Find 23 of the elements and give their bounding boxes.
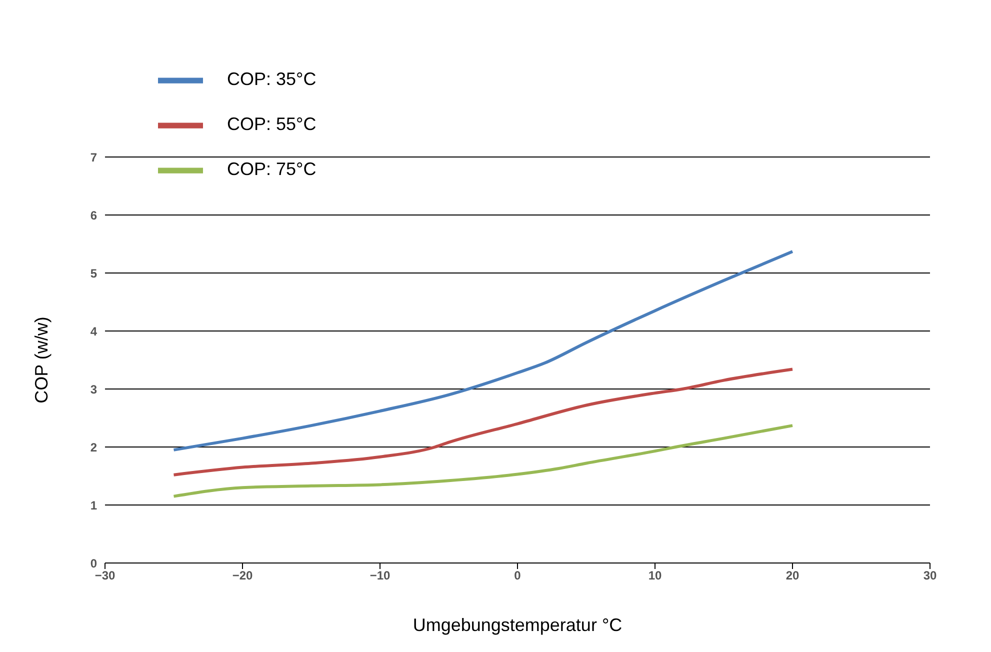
x-tick-label: 0 xyxy=(514,568,522,583)
y-tick-label: 6 xyxy=(90,208,98,222)
x-tick-label: −10 xyxy=(370,568,390,583)
line-series xyxy=(172,250,794,452)
x-tick-label: −30 xyxy=(94,568,116,583)
line-series xyxy=(172,424,794,498)
x-tick-label: 10 xyxy=(648,568,662,583)
y-tick-label: 4 xyxy=(90,324,98,338)
y-tick-label: 7 xyxy=(90,150,98,164)
y-tick-label: 2 xyxy=(90,440,98,454)
legend-label: COP: 55°C xyxy=(227,114,316,134)
legend-label: COP: 75°C xyxy=(227,159,316,180)
y-tick-label: 0 xyxy=(90,556,98,570)
y-tick-label: 3 xyxy=(90,382,98,396)
y-tick-label: 1 xyxy=(90,498,98,512)
x-axis-title: Umgebungstemperatur °C xyxy=(412,615,622,635)
x-tick-label: 20 xyxy=(786,568,800,583)
line-series xyxy=(172,368,794,476)
y-axis-title: COP (w/w) xyxy=(31,316,52,404)
y-tick-label: 5 xyxy=(90,266,98,280)
x-tick-label: 30 xyxy=(923,568,937,583)
x-tick-label: −20 xyxy=(232,568,253,583)
legend-label: COP: 35°C xyxy=(227,69,316,90)
